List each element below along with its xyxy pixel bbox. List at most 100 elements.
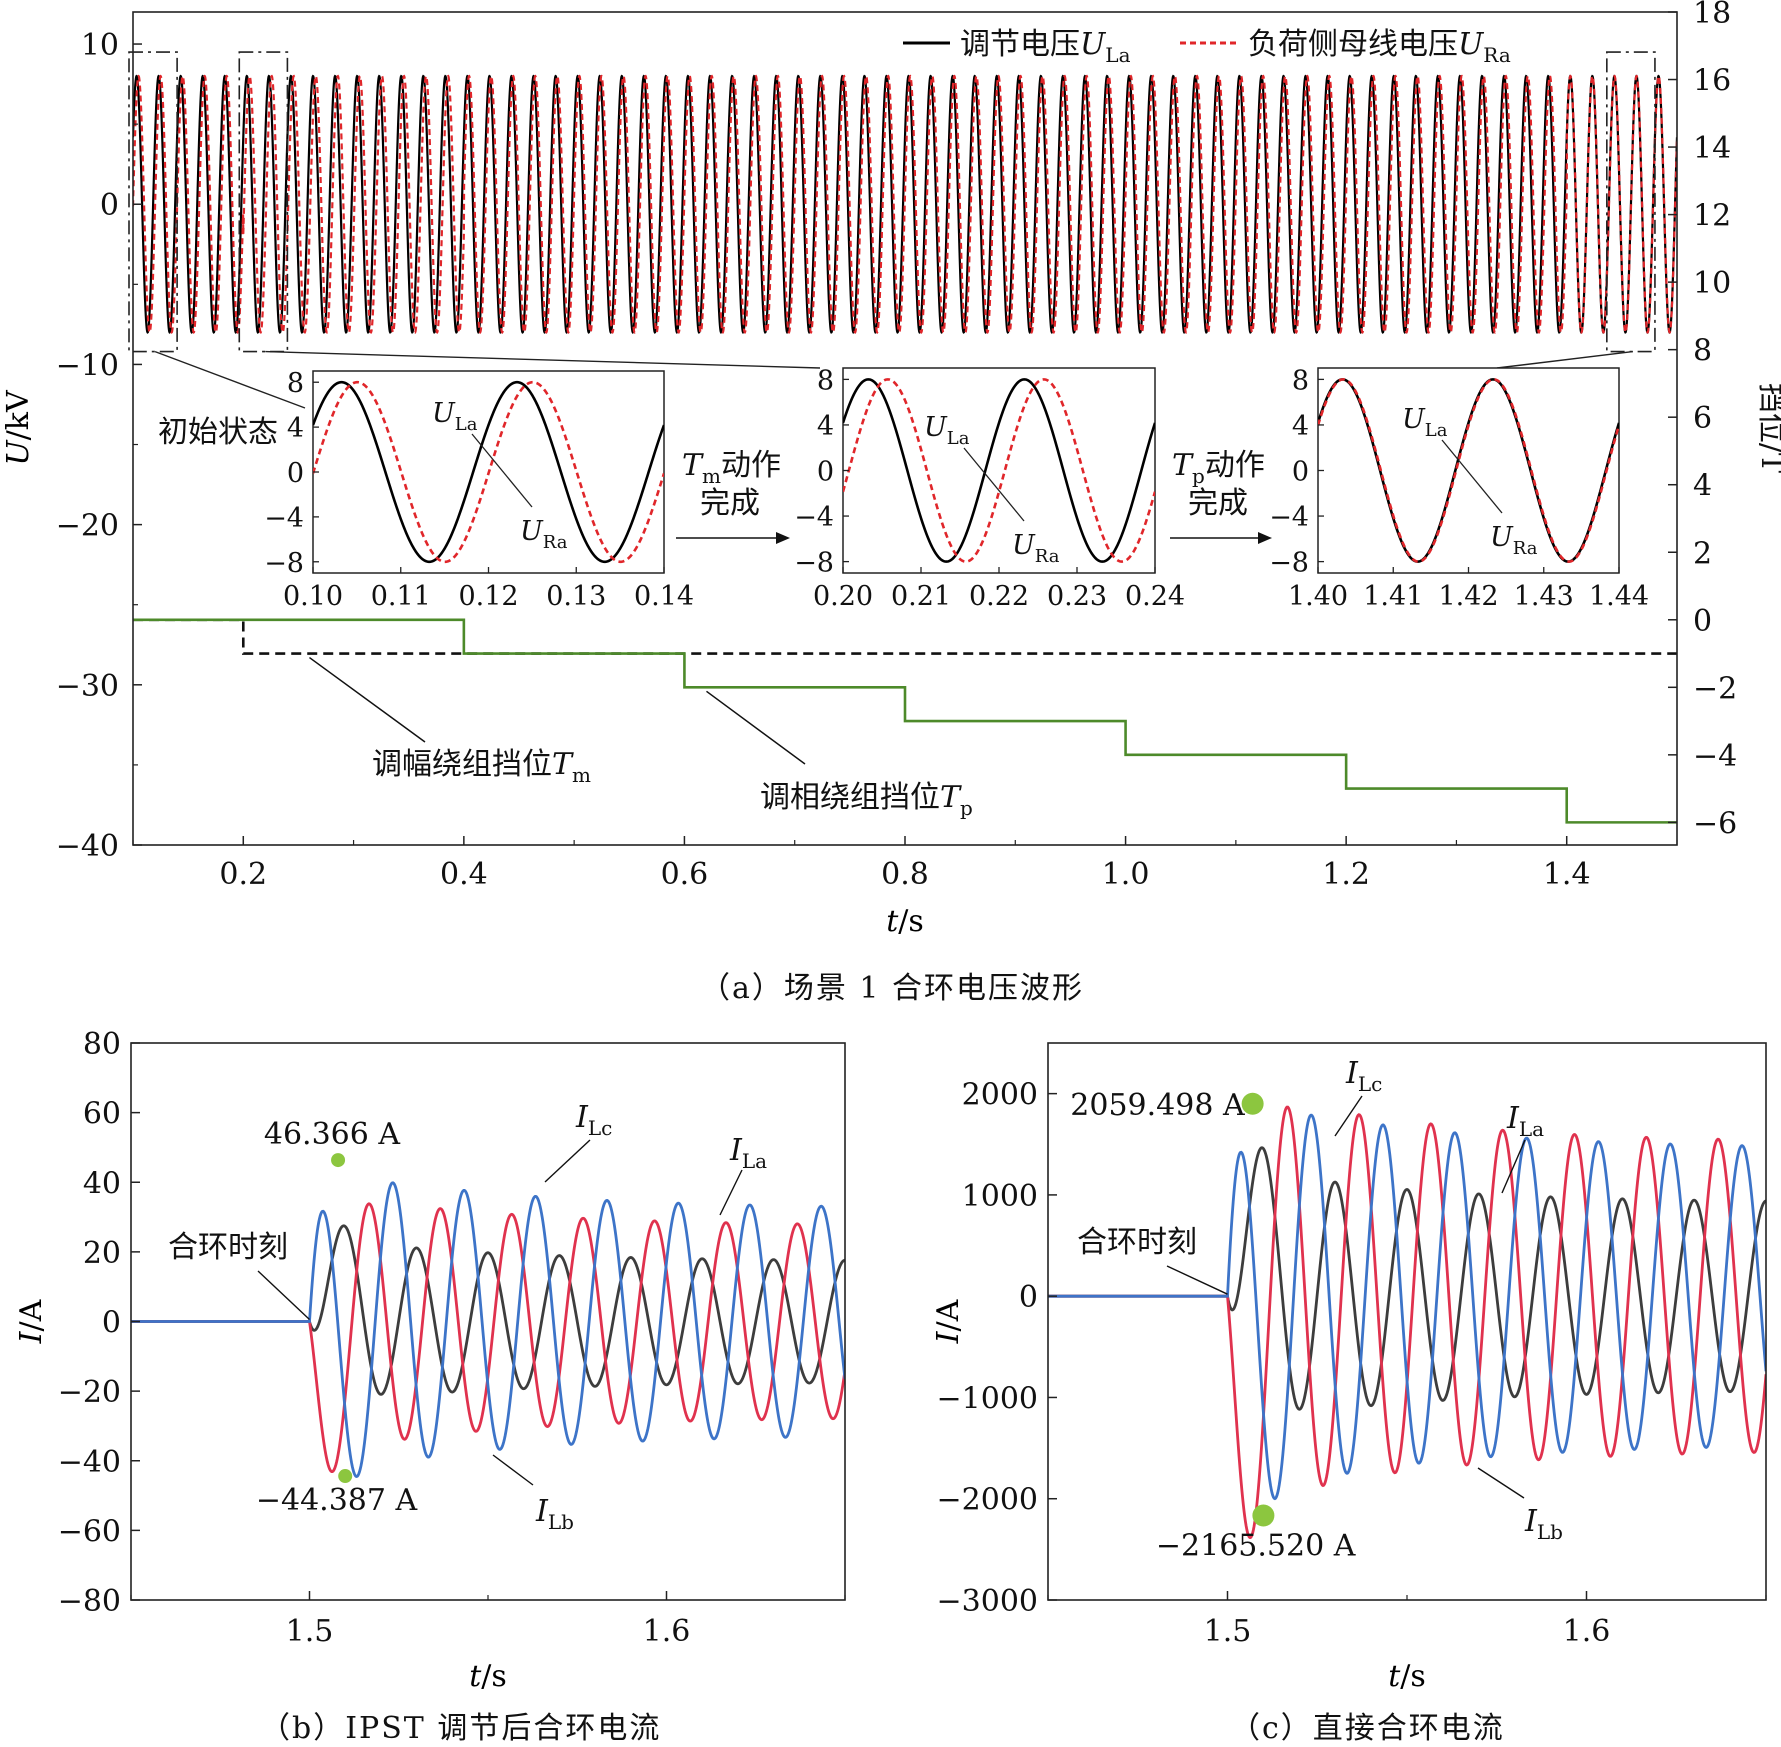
annotation-tm-done-subscript: m — [702, 464, 721, 488]
ytick-right-label: 10 — [1693, 266, 1731, 301]
inset-xtick-label: 0.13 — [546, 581, 606, 612]
ytick-left-label: −30 — [56, 669, 119, 704]
annotation-tp-done-symbol: T — [1172, 448, 1194, 483]
inset-ytick-label: 8 — [817, 365, 834, 396]
inset-ytick-label: −4 — [264, 503, 304, 534]
peak-label: −44.387 A — [256, 1483, 418, 1518]
ytick-label: −40 — [58, 1445, 121, 1480]
inset-xtick-label: 0.11 — [371, 581, 431, 612]
inset-label-ula: ULa — [1402, 404, 1448, 441]
xtick-label: 1.2 — [1322, 857, 1370, 892]
xlabel-t: t — [1388, 1659, 1401, 1694]
annotation-tp-done-2: 完成 — [1188, 486, 1248, 521]
series-ilc — [131, 1181, 845, 1479]
peak-label: 2059.498 A — [1070, 1088, 1245, 1123]
ytick-right-label: −6 — [1693, 806, 1737, 841]
inset-label-ula-symbol: U — [432, 398, 456, 429]
ylabel-unit: /A — [931, 1299, 966, 1331]
series-ura — [133, 74, 1677, 334]
ytick-label: −80 — [58, 1584, 121, 1619]
inset-ytick-label: 0 — [817, 457, 834, 488]
legend: 调节电压ULa 负荷侧母线电压URa — [903, 27, 1511, 67]
inset-ura — [313, 380, 664, 564]
inset-ytick-label: −8 — [264, 548, 304, 579]
close-time-label: 合环时刻 — [1077, 1225, 1197, 1260]
ytick-right-label: 12 — [1693, 199, 1731, 234]
inset-label-ura-symbol: U — [520, 516, 544, 547]
inset-label-ura: URa — [1012, 530, 1060, 567]
ytick-right-label: 18 — [1693, 0, 1731, 31]
ylabel-left-unit: /kV — [1, 389, 36, 440]
chart-b: 80 60 40 20 0 −20 −40 −60 −80 1.5 1.6 t/s I/A 46.366 … — [14, 1027, 846, 1694]
ytick-label: 2000 — [962, 1078, 1038, 1113]
label-leader — [719, 1169, 743, 1216]
legend-ula-label-subscript: La — [1105, 43, 1130, 67]
annotation-tm-done: Tm动作 — [682, 448, 781, 488]
label-ilb: ILb — [535, 1494, 574, 1534]
leader-line — [154, 350, 306, 409]
label-ila: ILa — [729, 1133, 767, 1173]
xlabel-a-unit: /s — [898, 904, 924, 939]
xtick-label: 1.6 — [1563, 1614, 1611, 1649]
annotation-tp-done-suffix: 动作 — [1205, 448, 1265, 483]
ytick-left-label: −20 — [56, 509, 119, 544]
legend-ura-label-prefix: 负荷侧母线电压 — [1248, 27, 1458, 62]
label-ilc-subscript: Lc — [588, 1116, 612, 1140]
label-ilc-symbol: I — [575, 1100, 589, 1135]
tp-label-leader — [706, 690, 806, 765]
caption-c: （c）直接合环电流 — [1230, 1703, 1505, 1747]
label-ilb-subscript: Lb — [1537, 1520, 1563, 1544]
label-leader — [492, 1454, 534, 1486]
inset-label-ula-symbol: U — [924, 412, 948, 443]
inset-ytick-label: 8 — [1292, 365, 1309, 396]
inset-ytick-label: 4 — [1292, 411, 1309, 442]
tp-label-prefix: 调相绕组挡位 — [760, 780, 940, 815]
annotation-tp-done: Tp动作 — [1172, 448, 1265, 488]
inset-label-ura: URa — [1490, 522, 1538, 559]
label-ila-subscript: La — [1519, 1117, 1544, 1141]
series-ula — [133, 74, 1677, 334]
ytick-label: 0 — [102, 1306, 121, 1341]
caption-a-text: （a）场景 1 合环电压波形 — [700, 971, 1085, 1006]
ytick-left-label: 0 — [100, 188, 119, 223]
inset-label-ura-subscript: Ra — [1035, 546, 1060, 567]
inset-ytick-label: 0 — [1292, 457, 1309, 488]
inset-xtick-label: 0.22 — [969, 581, 1029, 612]
ytick-label: 1000 — [962, 1179, 1038, 1214]
peak-marker — [1241, 1092, 1264, 1115]
ytick-right-label: 14 — [1693, 131, 1731, 166]
ytick-right-label: 6 — [1693, 401, 1712, 436]
xlabel: t/s — [469, 1659, 507, 1694]
tm-label: 调幅绕组挡位Tm — [372, 747, 591, 787]
arrow-tp-head — [1258, 532, 1272, 544]
xtick-label: 0.4 — [440, 857, 488, 892]
inset-xtick-label: 1.40 — [1288, 581, 1348, 612]
close-time-label: 合环时刻 — [168, 1230, 288, 1265]
inset-xtick-label: 1.43 — [1514, 581, 1574, 612]
inset-xtick-label: 0.20 — [813, 581, 873, 612]
leader-line — [1496, 350, 1633, 369]
xlabel-t: t — [469, 1659, 482, 1694]
inset-ytick-label: 0 — [287, 458, 304, 489]
chart-c-frame — [1047, 1042, 1767, 1601]
inset-label-ula-symbol: U — [1402, 404, 1426, 435]
inset-label-ura-symbol: U — [1012, 530, 1036, 561]
inset-ytick-label: −8 — [794, 548, 834, 579]
xtick-label: 1.0 — [1102, 857, 1150, 892]
inset-ula — [313, 380, 664, 564]
label-ila: ILa — [1506, 1101, 1544, 1141]
inset-label-ula-subscript: La — [1425, 420, 1448, 441]
inset-xtick-label: 0.14 — [634, 581, 694, 612]
inset-xtick-label: 0.12 — [458, 581, 518, 612]
peak-label: −2165.520 A — [1156, 1528, 1356, 1563]
label-ila-symbol: I — [1506, 1101, 1520, 1136]
label-ila-symbol: I — [729, 1133, 743, 1168]
inset-label-ula-subscript: La — [947, 428, 970, 449]
leader-line — [265, 350, 821, 369]
legend-ula-label: 调节电压ULa — [960, 27, 1131, 67]
xtick-label: 0.8 — [881, 857, 929, 892]
